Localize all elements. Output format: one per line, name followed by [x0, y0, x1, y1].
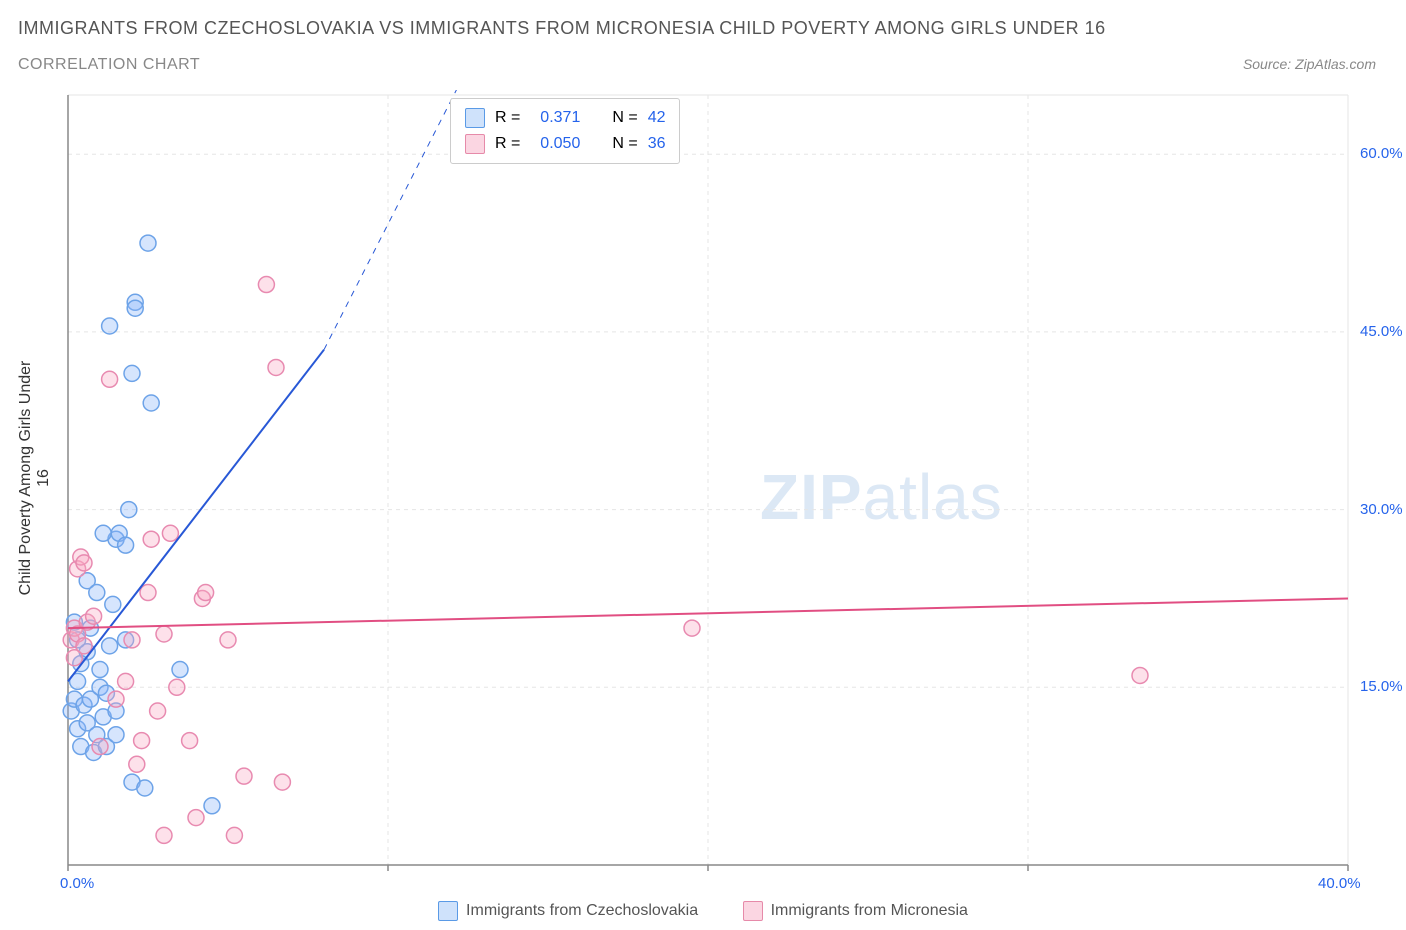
x-tick-label: 0.0% [60, 875, 94, 892]
bottom-swatch-a [438, 901, 458, 921]
y-tick-label: 15.0% [1360, 678, 1403, 695]
chart-container: IMMIGRANTS FROM CZECHOSLOVAKIA VS IMMIGR… [0, 0, 1406, 930]
legend-r-label-a: R = [495, 105, 520, 131]
bottom-legend-b: Immigrants from Micronesia [743, 901, 968, 921]
bottom-swatch-b [743, 901, 763, 921]
chart-subtitle: CORRELATION CHART [18, 56, 200, 74]
source-label: Source: [1243, 56, 1295, 72]
scatter-chart [18, 90, 1388, 910]
legend-row-b: R = 0.050 N = 36 [465, 131, 665, 157]
legend-n-label-a: N = [612, 105, 637, 131]
legend-n-value-b[interactable]: 36 [648, 131, 666, 157]
legend-swatch-a [465, 108, 485, 128]
legend-n-label-b: N = [612, 131, 637, 157]
x-tick-label: 40.0% [1318, 875, 1361, 892]
legend-r-value-a[interactable]: 0.371 [530, 105, 580, 131]
y-tick-label: 60.0% [1360, 145, 1403, 162]
bottom-legend: Immigrants from Czechoslovakia Immigrant… [0, 901, 1406, 926]
legend-box: R = 0.371 N = 42 R = 0.050 N = 36 [450, 98, 680, 164]
bottom-legend-a-label: Immigrants from Czechoslovakia [466, 902, 698, 920]
legend-n-value-a[interactable]: 42 [648, 105, 666, 131]
source-attribution: Source: ZipAtlas.com [1243, 56, 1376, 72]
legend-row-a: R = 0.371 N = 42 [465, 105, 665, 131]
legend-r-value-b[interactable]: 0.050 [530, 131, 580, 157]
legend-r-label-b: R = [495, 131, 520, 157]
legend-swatch-b [465, 134, 485, 154]
chart-title: IMMIGRANTS FROM CZECHOSLOVAKIA VS IMMIGR… [18, 18, 1106, 39]
bottom-legend-a: Immigrants from Czechoslovakia [438, 901, 698, 921]
bottom-legend-b-label: Immigrants from Micronesia [771, 902, 968, 920]
y-tick-label: 45.0% [1360, 323, 1403, 340]
source-name: ZipAtlas.com [1295, 56, 1376, 72]
y-tick-label: 30.0% [1360, 501, 1403, 518]
